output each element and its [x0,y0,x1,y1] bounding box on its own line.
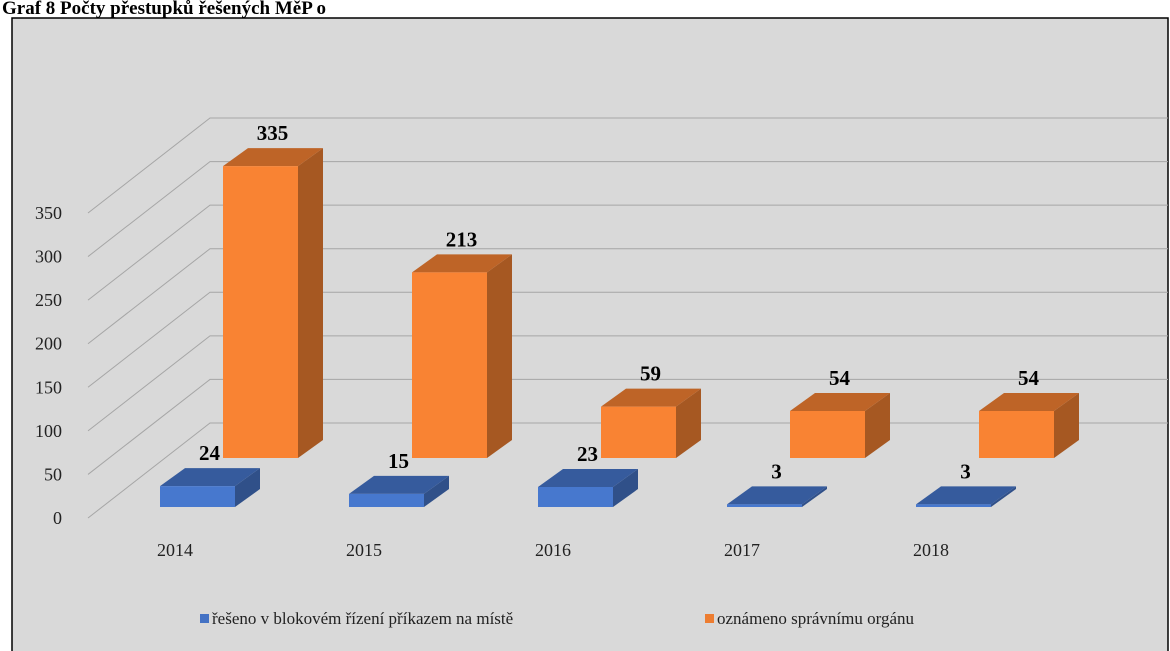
legend-label: řešeno v blokovém řízení příkazem na mís… [212,609,513,628]
bar-face [727,486,827,505]
bar-face [487,254,512,458]
grid-line [87,204,1168,301]
x-tick-label: 2015 [346,540,382,560]
bar-face [1054,392,1079,458]
grid-line [87,161,1168,257]
value-label: 23 [577,442,598,466]
value-label: 213 [446,227,478,251]
y-tick-label: 200 [35,334,62,354]
bar [790,392,890,458]
bar-face [865,392,890,458]
y-tick-label: 350 [35,203,62,223]
bar-face [223,148,323,167]
value-label: 15 [388,449,409,473]
legend-label: oznámeno správnímu orgánu [717,609,915,628]
bar-face [538,468,638,487]
y-tick-label: 50 [44,464,62,484]
bar [349,475,449,507]
y-tick-label: 0 [53,508,62,528]
x-tick-label: 2018 [913,540,949,560]
bar-face [298,148,323,459]
bar-face [424,475,449,507]
bar-face [160,486,235,507]
bar-face [412,272,487,458]
value-label: 3 [771,459,782,483]
bar-face [676,388,701,458]
bar-face [802,486,827,507]
bar-face [538,486,613,507]
bar-face [916,486,1016,505]
bar-face [916,504,991,507]
bar-face [601,388,701,407]
bar-face [235,468,260,507]
bar-face [223,166,298,459]
bar [412,254,512,458]
bar-face [412,254,512,273]
bar-face [790,392,890,411]
chart-title: Graf 8 Počty přestupků řešených MěP o [2,0,326,19]
bar [979,392,1079,458]
grid-line [87,378,1168,475]
bar [601,388,701,458]
bar-face [613,468,638,507]
bar-face [991,486,1016,507]
value-label: 54 [1018,366,1040,390]
y-tick-label: 250 [35,290,62,310]
y-tick-label: 150 [35,377,62,397]
y-tick-label: 100 [35,421,62,441]
bar-face [601,406,676,458]
legend-swatch [705,614,714,623]
legend-swatch [200,614,209,623]
bar-face [160,468,260,487]
bar-face [349,475,449,494]
value-label: 24 [199,441,221,465]
bar-face [727,504,802,507]
grid-line [87,335,1168,432]
x-tick-label: 2017 [724,540,760,560]
y-tick-label: 300 [35,247,62,267]
bar [223,148,323,459]
x-tick-label: 2014 [157,540,193,560]
value-label: 3 [960,459,971,483]
plot-frame [11,17,1169,651]
bar [160,468,260,507]
value-label: 335 [257,121,289,145]
bar [916,486,1016,507]
bar-face [790,410,865,458]
grid-line [87,117,1168,214]
grid-line [87,248,1168,345]
bar [538,468,638,507]
x-tick-label: 2016 [535,540,571,560]
bar [727,486,827,507]
bar-face [979,392,1079,411]
grid-line [87,291,1168,388]
bar-face [979,410,1054,458]
bar-face [349,493,424,507]
value-label: 54 [829,366,851,390]
value-label: 59 [640,362,661,386]
